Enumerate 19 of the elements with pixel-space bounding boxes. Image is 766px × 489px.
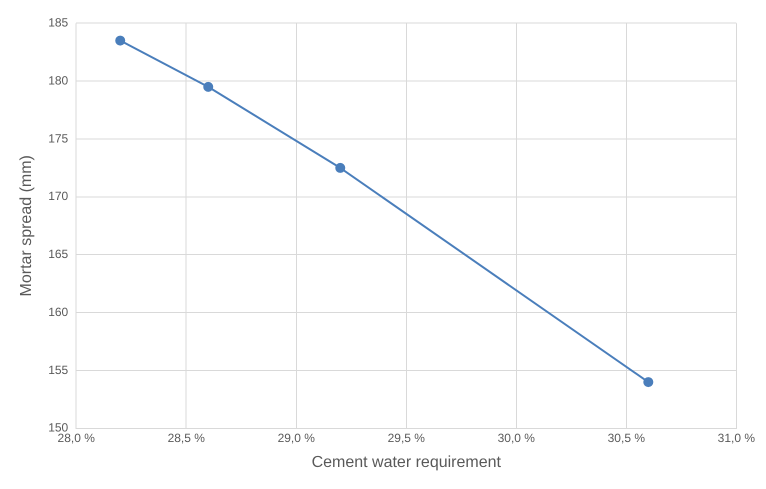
point	[203, 82, 214, 92]
y-tick-label: 170	[48, 189, 69, 204]
y-tick-label: 185	[48, 16, 69, 30]
x-tick-label: 31,0 %	[718, 430, 756, 445]
x-tick-label: 29,0 %	[278, 430, 316, 445]
x-tick-label: 28,5 %	[168, 430, 206, 445]
y-tick-label: 180	[48, 73, 69, 88]
point	[335, 162, 346, 173]
x-tick-label: 30,0 %	[498, 430, 536, 445]
x-tick-label: 30,5 %	[608, 430, 646, 445]
y-tick-label: 155	[48, 362, 69, 377]
x-axis-title: Cement water requirement	[312, 454, 502, 471]
y-tick-label: 165	[48, 247, 69, 262]
point	[115, 36, 126, 46]
y-tick-label: 160	[48, 304, 69, 319]
y-axis-title: Mortar spread (mm)	[18, 155, 36, 296]
point	[643, 377, 654, 388]
x-tick-label: 29,5 %	[388, 430, 426, 445]
y-tick-label: 175	[48, 131, 69, 146]
